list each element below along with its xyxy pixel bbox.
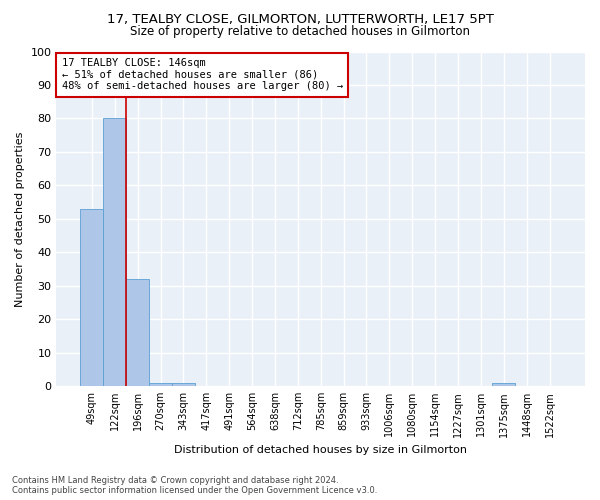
Y-axis label: Number of detached properties: Number of detached properties: [15, 131, 25, 306]
Bar: [172, 383, 195, 386]
Text: Contains HM Land Registry data © Crown copyright and database right 2024.
Contai: Contains HM Land Registry data © Crown c…: [12, 476, 377, 495]
Bar: [80, 209, 103, 386]
Bar: [103, 118, 126, 386]
Text: Size of property relative to detached houses in Gilmorton: Size of property relative to detached ho…: [130, 25, 470, 38]
Bar: [149, 383, 172, 386]
Bar: [493, 383, 515, 386]
Text: 17 TEALBY CLOSE: 146sqm
← 51% of detached houses are smaller (86)
48% of semi-de: 17 TEALBY CLOSE: 146sqm ← 51% of detache…: [62, 58, 343, 92]
Text: 17, TEALBY CLOSE, GILMORTON, LUTTERWORTH, LE17 5PT: 17, TEALBY CLOSE, GILMORTON, LUTTERWORTH…: [107, 12, 493, 26]
X-axis label: Distribution of detached houses by size in Gilmorton: Distribution of detached houses by size …: [174, 445, 467, 455]
Bar: [126, 279, 149, 386]
